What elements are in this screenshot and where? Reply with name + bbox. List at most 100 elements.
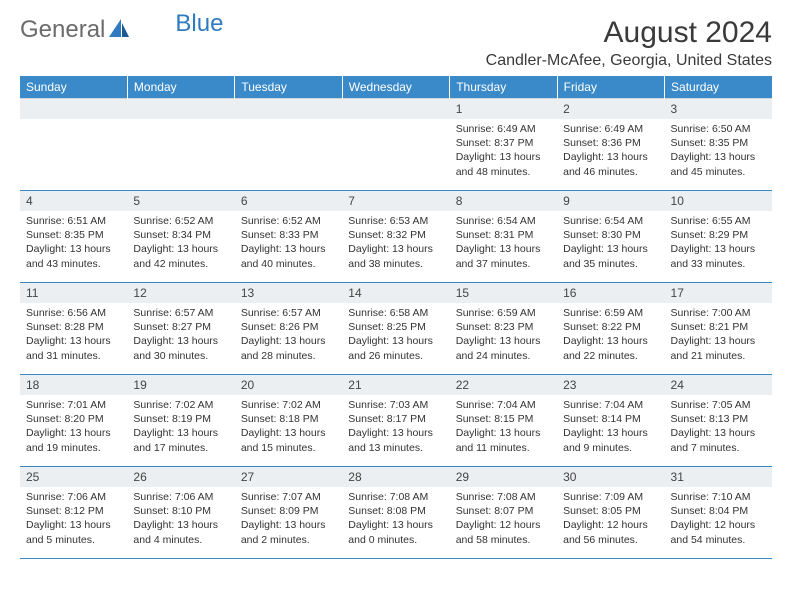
daylight-text: Daylight: 13 hours and 22 minutes. — [563, 334, 658, 362]
day-body: Sunrise: 6:53 AMSunset: 8:32 PMDaylight:… — [342, 211, 449, 275]
sunset-text: Sunset: 8:14 PM — [563, 412, 658, 426]
day-body: Sunrise: 6:49 AMSunset: 8:37 PMDaylight:… — [450, 119, 557, 183]
calendar-cell: 28Sunrise: 7:08 AMSunset: 8:08 PMDayligh… — [342, 467, 449, 559]
day-body: Sunrise: 6:54 AMSunset: 8:31 PMDaylight:… — [450, 211, 557, 275]
day-body: Sunrise: 6:50 AMSunset: 8:35 PMDaylight:… — [665, 119, 772, 183]
sunset-text: Sunset: 8:37 PM — [456, 136, 551, 150]
daylight-text: Daylight: 13 hours and 28 minutes. — [241, 334, 336, 362]
daylight-text: Daylight: 13 hours and 38 minutes. — [348, 242, 443, 270]
sunset-text: Sunset: 8:13 PM — [671, 412, 766, 426]
day-number: 24 — [665, 375, 772, 395]
calendar-cell: 15Sunrise: 6:59 AMSunset: 8:23 PMDayligh… — [450, 283, 557, 375]
logo-sail-icon — [109, 19, 129, 42]
day-body: Sunrise: 6:56 AMSunset: 8:28 PMDaylight:… — [20, 303, 127, 367]
sunset-text: Sunset: 8:27 PM — [133, 320, 228, 334]
calendar-cell — [20, 99, 127, 191]
calendar-cell: 20Sunrise: 7:02 AMSunset: 8:18 PMDayligh… — [235, 375, 342, 467]
logo-text-1: General — [20, 16, 105, 44]
day-body: Sunrise: 6:54 AMSunset: 8:30 PMDaylight:… — [557, 211, 664, 275]
day-number: 29 — [450, 467, 557, 487]
sunset-text: Sunset: 8:04 PM — [671, 504, 766, 518]
calendar-cell: 21Sunrise: 7:03 AMSunset: 8:17 PMDayligh… — [342, 375, 449, 467]
sunrise-text: Sunrise: 7:01 AM — [26, 398, 121, 412]
sunrise-text: Sunrise: 6:53 AM — [348, 214, 443, 228]
sunrise-text: Sunrise: 7:06 AM — [133, 490, 228, 504]
daylight-text: Daylight: 13 hours and 37 minutes. — [456, 242, 551, 270]
day-body: Sunrise: 7:02 AMSunset: 8:19 PMDaylight:… — [127, 395, 234, 459]
daylight-text: Daylight: 13 hours and 24 minutes. — [456, 334, 551, 362]
calendar-cell: 23Sunrise: 7:04 AMSunset: 8:14 PMDayligh… — [557, 375, 664, 467]
day-number — [20, 99, 127, 119]
daylight-text: Daylight: 13 hours and 42 minutes. — [133, 242, 228, 270]
sunrise-text: Sunrise: 6:50 AM — [671, 122, 766, 136]
title-block: August 2024 Candler-McAfee, Georgia, Uni… — [486, 16, 772, 70]
day-number: 15 — [450, 283, 557, 303]
day-body: Sunrise: 7:08 AMSunset: 8:07 PMDaylight:… — [450, 487, 557, 551]
sunrise-text: Sunrise: 7:04 AM — [563, 398, 658, 412]
day-number: 12 — [127, 283, 234, 303]
sunset-text: Sunset: 8:32 PM — [348, 228, 443, 242]
logo-text-2: Blue — [175, 10, 223, 38]
calendar-week: 25Sunrise: 7:06 AMSunset: 8:12 PMDayligh… — [20, 467, 772, 559]
daylight-text: Daylight: 13 hours and 46 minutes. — [563, 150, 658, 178]
sunrise-text: Sunrise: 7:02 AM — [133, 398, 228, 412]
day-body: Sunrise: 6:49 AMSunset: 8:36 PMDaylight:… — [557, 119, 664, 183]
day-body: Sunrise: 7:04 AMSunset: 8:14 PMDaylight:… — [557, 395, 664, 459]
calendar-cell: 14Sunrise: 6:58 AMSunset: 8:25 PMDayligh… — [342, 283, 449, 375]
sunrise-text: Sunrise: 7:04 AM — [456, 398, 551, 412]
sunset-text: Sunset: 8:08 PM — [348, 504, 443, 518]
daylight-text: Daylight: 13 hours and 21 minutes. — [671, 334, 766, 362]
day-number: 9 — [557, 191, 664, 211]
day-number — [342, 99, 449, 119]
calendar-cell: 25Sunrise: 7:06 AMSunset: 8:12 PMDayligh… — [20, 467, 127, 559]
sunset-text: Sunset: 8:18 PM — [241, 412, 336, 426]
day-number: 26 — [127, 467, 234, 487]
daylight-text: Daylight: 13 hours and 9 minutes. — [563, 426, 658, 454]
calendar-week: 1Sunrise: 6:49 AMSunset: 8:37 PMDaylight… — [20, 99, 772, 191]
calendar-cell: 24Sunrise: 7:05 AMSunset: 8:13 PMDayligh… — [665, 375, 772, 467]
calendar-week: 18Sunrise: 7:01 AMSunset: 8:20 PMDayligh… — [20, 375, 772, 467]
calendar-cell — [342, 99, 449, 191]
daylight-text: Daylight: 13 hours and 33 minutes. — [671, 242, 766, 270]
daylight-text: Daylight: 13 hours and 5 minutes. — [26, 518, 121, 546]
daylight-text: Daylight: 13 hours and 2 minutes. — [241, 518, 336, 546]
calendar-cell: 29Sunrise: 7:08 AMSunset: 8:07 PMDayligh… — [450, 467, 557, 559]
month-title: August 2024 — [486, 16, 772, 50]
daylight-text: Daylight: 13 hours and 45 minutes. — [671, 150, 766, 178]
day-number: 5 — [127, 191, 234, 211]
day-number: 27 — [235, 467, 342, 487]
sunrise-text: Sunrise: 6:57 AM — [241, 306, 336, 320]
weekday-header: Monday — [127, 76, 234, 99]
sunrise-text: Sunrise: 6:54 AM — [456, 214, 551, 228]
day-body: Sunrise: 7:08 AMSunset: 8:08 PMDaylight:… — [342, 487, 449, 551]
day-body: Sunrise: 7:02 AMSunset: 8:18 PMDaylight:… — [235, 395, 342, 459]
daylight-text: Daylight: 13 hours and 11 minutes. — [456, 426, 551, 454]
day-number: 25 — [20, 467, 127, 487]
daylight-text: Daylight: 13 hours and 19 minutes. — [26, 426, 121, 454]
day-number: 19 — [127, 375, 234, 395]
sunset-text: Sunset: 8:30 PM — [563, 228, 658, 242]
day-number: 20 — [235, 375, 342, 395]
sunset-text: Sunset: 8:09 PM — [241, 504, 336, 518]
sunset-text: Sunset: 8:31 PM — [456, 228, 551, 242]
daylight-text: Daylight: 13 hours and 15 minutes. — [241, 426, 336, 454]
sunset-text: Sunset: 8:21 PM — [671, 320, 766, 334]
day-body: Sunrise: 6:58 AMSunset: 8:25 PMDaylight:… — [342, 303, 449, 367]
daylight-text: Daylight: 13 hours and 0 minutes. — [348, 518, 443, 546]
day-body: Sunrise: 7:07 AMSunset: 8:09 PMDaylight:… — [235, 487, 342, 551]
sunrise-text: Sunrise: 6:52 AM — [133, 214, 228, 228]
calendar-cell: 11Sunrise: 6:56 AMSunset: 8:28 PMDayligh… — [20, 283, 127, 375]
daylight-text: Daylight: 13 hours and 7 minutes. — [671, 426, 766, 454]
day-number: 14 — [342, 283, 449, 303]
day-body: Sunrise: 7:06 AMSunset: 8:12 PMDaylight:… — [20, 487, 127, 551]
day-body: Sunrise: 7:01 AMSunset: 8:20 PMDaylight:… — [20, 395, 127, 459]
calendar-cell: 13Sunrise: 6:57 AMSunset: 8:26 PMDayligh… — [235, 283, 342, 375]
day-number: 8 — [450, 191, 557, 211]
sunset-text: Sunset: 8:36 PM — [563, 136, 658, 150]
calendar-cell: 2Sunrise: 6:49 AMSunset: 8:36 PMDaylight… — [557, 99, 664, 191]
sunset-text: Sunset: 8:20 PM — [26, 412, 121, 426]
day-number: 13 — [235, 283, 342, 303]
calendar-cell: 5Sunrise: 6:52 AMSunset: 8:34 PMDaylight… — [127, 191, 234, 283]
sunset-text: Sunset: 8:35 PM — [26, 228, 121, 242]
daylight-text: Daylight: 13 hours and 40 minutes. — [241, 242, 336, 270]
